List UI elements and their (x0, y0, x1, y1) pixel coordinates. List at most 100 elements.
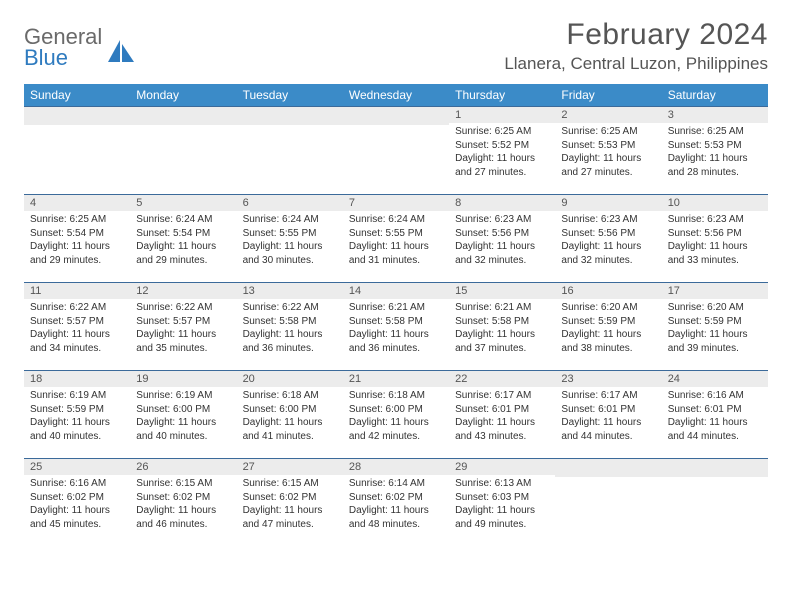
day-detail-line: Sunset: 5:52 PM (455, 139, 549, 153)
calendar-day-cell: 4Sunrise: 6:25 AMSunset: 5:54 PMDaylight… (24, 195, 130, 283)
day-detail-line: Sunrise: 6:25 AM (668, 125, 762, 139)
day-detail-line: Sunrise: 6:15 AM (136, 477, 230, 491)
calendar-head: SundayMondayTuesdayWednesdayThursdayFrid… (24, 84, 768, 107)
day-number (555, 459, 661, 477)
day-details: Sunrise: 6:18 AMSunset: 6:00 PMDaylight:… (343, 387, 449, 447)
day-number: 3 (662, 107, 768, 123)
day-detail-line: Sunrise: 6:19 AM (30, 389, 124, 403)
day-number: 9 (555, 195, 661, 211)
calendar-day-cell: 23Sunrise: 6:17 AMSunset: 6:01 PMDayligh… (555, 371, 661, 459)
day-detail-line: Sunset: 5:56 PM (455, 227, 549, 241)
calendar-day-cell: 2Sunrise: 6:25 AMSunset: 5:53 PMDaylight… (555, 107, 661, 195)
day-details: Sunrise: 6:13 AMSunset: 6:03 PMDaylight:… (449, 475, 555, 535)
calendar-body: 1Sunrise: 6:25 AMSunset: 5:52 PMDaylight… (24, 107, 768, 547)
day-detail-line: Sunrise: 6:20 AM (561, 301, 655, 315)
day-detail-line: Sunset: 6:01 PM (561, 403, 655, 417)
calendar-week-row: 11Sunrise: 6:22 AMSunset: 5:57 PMDayligh… (24, 283, 768, 371)
day-detail-line: Sunset: 5:59 PM (30, 403, 124, 417)
day-details (343, 125, 449, 131)
day-detail-line: Daylight: 11 hours and 42 minutes. (349, 416, 443, 443)
calendar-day-cell: 6Sunrise: 6:24 AMSunset: 5:55 PMDaylight… (237, 195, 343, 283)
calendar-day-cell: 14Sunrise: 6:21 AMSunset: 5:58 PMDayligh… (343, 283, 449, 371)
day-details: Sunrise: 6:23 AMSunset: 5:56 PMDaylight:… (555, 211, 661, 271)
day-detail-line: Sunrise: 6:23 AM (455, 213, 549, 227)
day-details: Sunrise: 6:15 AMSunset: 6:02 PMDaylight:… (130, 475, 236, 535)
day-number (24, 107, 130, 125)
calendar-day-cell: 22Sunrise: 6:17 AMSunset: 6:01 PMDayligh… (449, 371, 555, 459)
day-number (237, 107, 343, 125)
day-number: 25 (24, 459, 130, 475)
day-number (343, 107, 449, 125)
calendar-day-cell: 15Sunrise: 6:21 AMSunset: 5:58 PMDayligh… (449, 283, 555, 371)
day-detail-line: Sunrise: 6:21 AM (455, 301, 549, 315)
day-detail-line: Daylight: 11 hours and 47 minutes. (243, 504, 337, 531)
day-details: Sunrise: 6:24 AMSunset: 5:55 PMDaylight:… (343, 211, 449, 271)
day-number: 19 (130, 371, 236, 387)
day-number: 17 (662, 283, 768, 299)
day-detail-line: Daylight: 11 hours and 32 minutes. (455, 240, 549, 267)
day-detail-line: Sunrise: 6:15 AM (243, 477, 337, 491)
calendar-day-cell: 17Sunrise: 6:20 AMSunset: 5:59 PMDayligh… (662, 283, 768, 371)
day-detail-line: Sunset: 5:57 PM (136, 315, 230, 329)
calendar-week-row: 1Sunrise: 6:25 AMSunset: 5:52 PMDaylight… (24, 107, 768, 195)
day-detail-line: Sunset: 5:59 PM (561, 315, 655, 329)
day-details: Sunrise: 6:17 AMSunset: 6:01 PMDaylight:… (449, 387, 555, 447)
month-title: February 2024 (504, 18, 768, 52)
calendar-empty-cell (343, 107, 449, 195)
day-number (130, 107, 236, 125)
day-detail-line: Sunset: 5:53 PM (561, 139, 655, 153)
day-detail-line: Sunrise: 6:20 AM (668, 301, 762, 315)
day-detail-line: Daylight: 11 hours and 39 minutes. (668, 328, 762, 355)
day-number: 15 (449, 283, 555, 299)
day-detail-line: Sunset: 6:02 PM (136, 491, 230, 505)
day-detail-line: Sunrise: 6:22 AM (30, 301, 124, 315)
day-detail-line: Sunset: 6:02 PM (349, 491, 443, 505)
day-detail-line: Sunset: 5:56 PM (668, 227, 762, 241)
day-detail-line: Sunset: 5:55 PM (243, 227, 337, 241)
day-number: 29 (449, 459, 555, 475)
day-details: Sunrise: 6:25 AMSunset: 5:54 PMDaylight:… (24, 211, 130, 271)
day-detail-line: Sunset: 6:02 PM (243, 491, 337, 505)
day-detail-line: Daylight: 11 hours and 32 minutes. (561, 240, 655, 267)
calendar-day-cell: 3Sunrise: 6:25 AMSunset: 5:53 PMDaylight… (662, 107, 768, 195)
day-details: Sunrise: 6:24 AMSunset: 5:55 PMDaylight:… (237, 211, 343, 271)
calendar-empty-cell (24, 107, 130, 195)
day-details: Sunrise: 6:20 AMSunset: 5:59 PMDaylight:… (662, 299, 768, 359)
day-detail-line: Sunset: 6:00 PM (349, 403, 443, 417)
day-details: Sunrise: 6:21 AMSunset: 5:58 PMDaylight:… (449, 299, 555, 359)
day-details (662, 477, 768, 483)
day-detail-line: Sunset: 6:02 PM (30, 491, 124, 505)
calendar-day-cell: 1Sunrise: 6:25 AMSunset: 5:52 PMDaylight… (449, 107, 555, 195)
day-detail-line: Sunrise: 6:14 AM (349, 477, 443, 491)
day-details: Sunrise: 6:23 AMSunset: 5:56 PMDaylight:… (449, 211, 555, 271)
calendar-day-cell: 11Sunrise: 6:22 AMSunset: 5:57 PMDayligh… (24, 283, 130, 371)
day-details: Sunrise: 6:19 AMSunset: 5:59 PMDaylight:… (24, 387, 130, 447)
day-detail-line: Daylight: 11 hours and 40 minutes. (136, 416, 230, 443)
day-detail-line: Daylight: 11 hours and 29 minutes. (30, 240, 124, 267)
day-detail-line: Daylight: 11 hours and 31 minutes. (349, 240, 443, 267)
day-details: Sunrise: 6:18 AMSunset: 6:00 PMDaylight:… (237, 387, 343, 447)
day-detail-line: Daylight: 11 hours and 28 minutes. (668, 152, 762, 179)
day-number: 27 (237, 459, 343, 475)
day-details: Sunrise: 6:22 AMSunset: 5:57 PMDaylight:… (130, 299, 236, 359)
day-detail-line: Sunset: 6:00 PM (243, 403, 337, 417)
calendar-empty-cell (662, 459, 768, 547)
calendar-week-row: 25Sunrise: 6:16 AMSunset: 6:02 PMDayligh… (24, 459, 768, 547)
day-details: Sunrise: 6:15 AMSunset: 6:02 PMDaylight:… (237, 475, 343, 535)
day-detail-line: Sunset: 6:03 PM (455, 491, 549, 505)
day-detail-line: Sunrise: 6:25 AM (455, 125, 549, 139)
day-details: Sunrise: 6:22 AMSunset: 5:58 PMDaylight:… (237, 299, 343, 359)
day-detail-line: Daylight: 11 hours and 34 minutes. (30, 328, 124, 355)
day-detail-line: Daylight: 11 hours and 44 minutes. (561, 416, 655, 443)
calendar-day-cell: 13Sunrise: 6:22 AMSunset: 5:58 PMDayligh… (237, 283, 343, 371)
day-detail-line: Daylight: 11 hours and 29 minutes. (136, 240, 230, 267)
day-details: Sunrise: 6:25 AMSunset: 5:53 PMDaylight:… (555, 123, 661, 183)
calendar-day-cell: 20Sunrise: 6:18 AMSunset: 6:00 PMDayligh… (237, 371, 343, 459)
day-detail-line: Sunrise: 6:24 AM (136, 213, 230, 227)
day-number: 7 (343, 195, 449, 211)
day-detail-line: Daylight: 11 hours and 44 minutes. (668, 416, 762, 443)
day-number: 6 (237, 195, 343, 211)
day-detail-line: Sunset: 5:58 PM (455, 315, 549, 329)
day-detail-line: Daylight: 11 hours and 36 minutes. (243, 328, 337, 355)
day-detail-line: Daylight: 11 hours and 49 minutes. (455, 504, 549, 531)
